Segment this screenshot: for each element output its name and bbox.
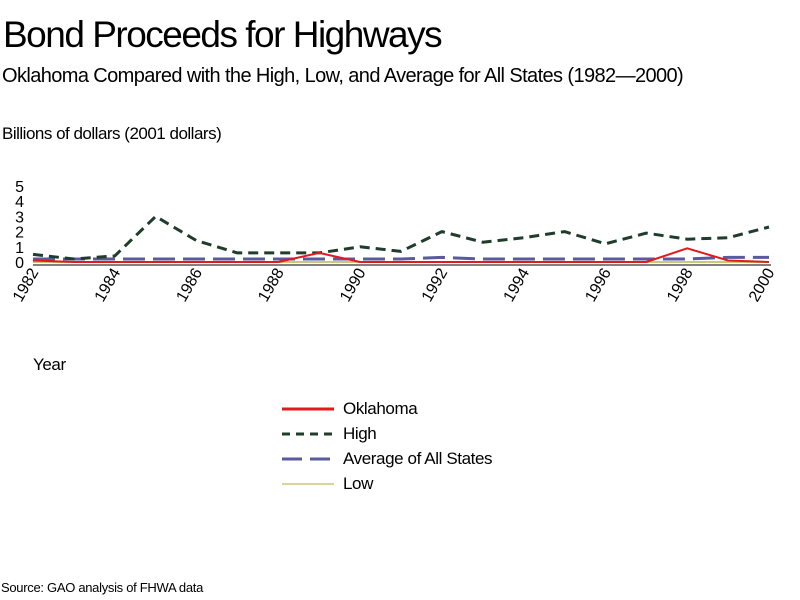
legend-label-low: Low: [343, 473, 373, 493]
x-tick-label-1996: 1996: [582, 265, 615, 304]
legend-label-oklahoma: Oklahoma: [343, 398, 418, 418]
x-tick-label-1990: 1990: [337, 265, 370, 304]
y-tick-label-5: 5: [15, 179, 24, 196]
x-axis-ticks: 1982 1984 1986 1988 1990 1992 1994 1996 1998 2000: [10, 265, 779, 304]
y-axis-label: Billions of dollars (2001 dollars): [2, 124, 222, 143]
series-line-high: [32, 214, 770, 261]
chart-subtitle: Oklahoma Compared with the High, Low, an…: [2, 65, 684, 87]
y-tick-label-3: 3: [15, 209, 24, 226]
x-axis-label: Year: [33, 355, 66, 374]
series-line-oklahoma: [32, 247, 770, 263]
legend: Oklahoma High Average of All States Low: [282, 396, 493, 496]
legend-item-high: High: [282, 421, 492, 446]
legend-swatch-oklahoma: [282, 407, 334, 410]
y-tick-label-0: 0: [15, 255, 24, 272]
x-tick-label-1988: 1988: [255, 265, 288, 304]
legend-item-low: Low: [282, 471, 492, 496]
x-tick-label-2000: 2000: [746, 265, 779, 304]
x-tick-label-1998: 1998: [664, 265, 697, 304]
chart-title: Bond Proceeds for Highways: [3, 14, 443, 55]
legend-label-high: High: [343, 423, 377, 443]
y-tick-label-1: 1: [15, 240, 24, 257]
x-tick-label-1986: 1986: [174, 265, 207, 304]
legend-item-oklahoma: Oklahoma: [282, 396, 492, 421]
legend-swatch-low: [282, 482, 334, 485]
legend-item-average: Average of All States: [282, 446, 493, 471]
x-tick-label-1984: 1984: [92, 265, 125, 304]
y-tick-label-2: 2: [15, 225, 24, 242]
legend-label-average: Average of All States: [343, 448, 493, 468]
series-line-average-of-all-states: [33, 255, 769, 261]
y-tick-label-4: 4: [15, 194, 24, 211]
legend-swatch-average: [282, 457, 334, 460]
legend-swatch-high: [282, 432, 334, 435]
x-tick-label-1994: 1994: [501, 265, 534, 304]
series-layer: [32, 214, 770, 263]
x-tick-label-1992: 1992: [419, 265, 452, 304]
source-note: Source: GAO analysis of FHWA data: [1, 580, 204, 595]
